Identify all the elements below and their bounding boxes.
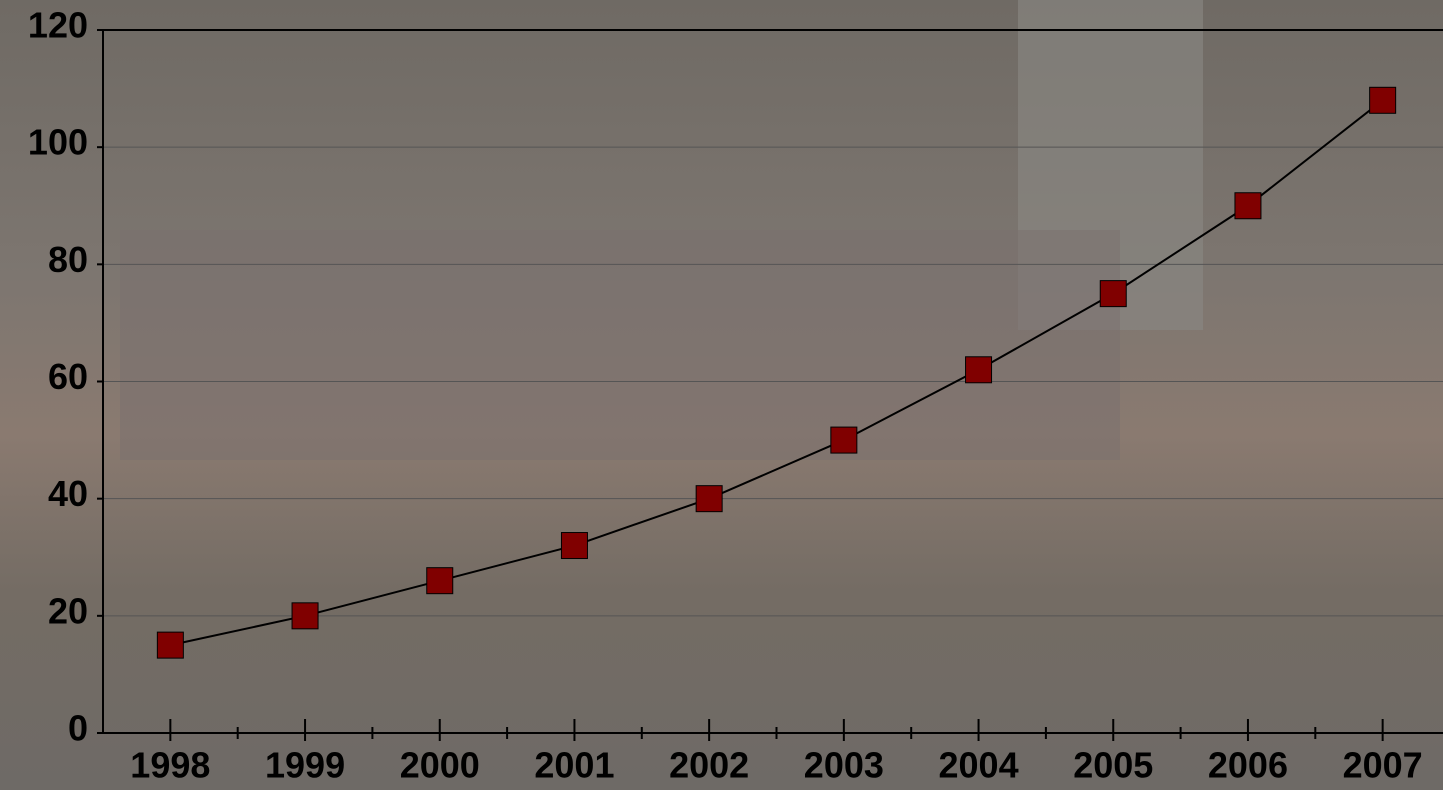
- marker: [965, 356, 993, 384]
- marker: [560, 532, 588, 560]
- x-tick-label: 2007: [1343, 745, 1423, 786]
- y-tick-label: 20: [48, 590, 88, 631]
- y-tick-label: 100: [28, 122, 88, 163]
- x-tick-label: 1998: [130, 745, 210, 786]
- x-tick-label: 2004: [939, 745, 1019, 786]
- y-tick-label: 60: [48, 356, 88, 397]
- marker: [291, 602, 319, 630]
- marker: [830, 426, 858, 454]
- marker: [1369, 86, 1397, 114]
- x-tick-label: 2005: [1073, 745, 1153, 786]
- background-stadium: [120, 230, 1120, 460]
- x-tick-label: 2000: [400, 745, 480, 786]
- y-tick-label: 0: [68, 708, 88, 749]
- marker: [1234, 192, 1262, 220]
- x-tick-label: 2006: [1208, 745, 1288, 786]
- x-tick-label: 2003: [804, 745, 884, 786]
- x-tick-label: 1999: [265, 745, 345, 786]
- y-tick-label: 40: [48, 473, 88, 514]
- marker: [156, 631, 184, 659]
- marker: [426, 567, 454, 595]
- x-tick-label: 2002: [669, 745, 749, 786]
- marker: [695, 485, 723, 513]
- y-tick-label: 80: [48, 239, 88, 280]
- series-line: [170, 99, 1384, 647]
- x-tick-label: 2001: [534, 745, 614, 786]
- marker: [1099, 280, 1127, 308]
- y-tick-label: 120: [28, 5, 88, 46]
